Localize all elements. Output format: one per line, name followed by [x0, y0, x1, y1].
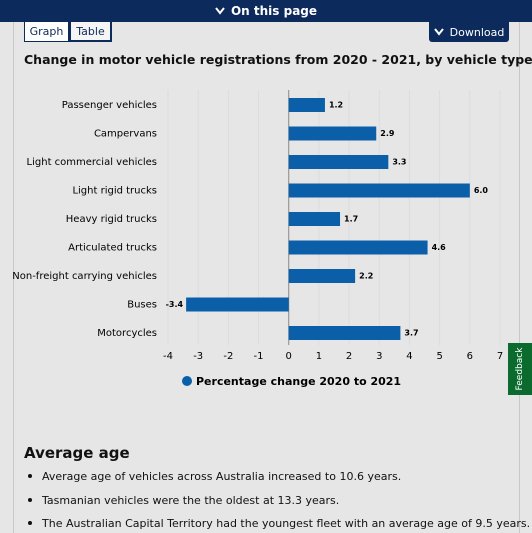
bar: [288, 326, 401, 340]
data-label: 1.2: [329, 101, 343, 110]
chevron-icon: [215, 7, 225, 15]
chart-title: Change in motor vehicle registrations fr…: [24, 52, 532, 67]
table-tab[interactable]: Table: [69, 22, 112, 42]
x-tick-label: 5: [436, 351, 442, 362]
x-tick-label: 4: [406, 351, 412, 362]
x-tick-label: 6: [467, 351, 473, 362]
bar: [288, 126, 377, 141]
y-tick-label: Light rigid trucks: [72, 186, 157, 197]
chart: -4 -3 -2 -1 0 1 2 3 4 5 6 7 Passenger vehicles 1.2 Cam…: [12, 90, 503, 388]
bar: [288, 269, 356, 283]
data-label: 2.2: [359, 272, 373, 281]
bar: [288, 183, 470, 198]
data-label: 4.6: [432, 243, 447, 252]
x-tick-label: 7: [497, 351, 503, 362]
section-heading: Average age: [24, 444, 130, 462]
chevron-icon: [433, 28, 444, 36]
page-edge: [13, 22, 14, 533]
bullet-item: The Australian Capital Territory had the…: [24, 517, 530, 530]
y-tick-label: Motorcycles: [97, 328, 157, 339]
data-label: 3.7: [404, 329, 418, 338]
bar: [186, 297, 289, 312]
bar: [288, 240, 428, 255]
data-label: 3.3: [392, 158, 406, 167]
data-label: -3.4: [166, 300, 184, 309]
on-this-page-label[interactable]: On this page: [230, 4, 318, 18]
graph-tab[interactable]: Graph: [24, 22, 69, 42]
feedback-label[interactable]: Feedback: [515, 347, 525, 391]
y-tick-label: Non-freight carrying vehicles: [12, 271, 157, 282]
bar: [288, 212, 341, 226]
x-tick-label: -2: [223, 351, 233, 362]
x-tick-label: 2: [346, 351, 352, 362]
download-button[interactable]: Download: [429, 22, 509, 42]
bullet-item: Tasmanian vehicles were the the oldest a…: [24, 494, 339, 507]
page-edge: [519, 22, 520, 533]
data-label: 6.0: [474, 186, 489, 195]
y-tick-label: Light commercial vehicles: [27, 157, 157, 168]
y-tick-label: Articulated trucks: [68, 243, 157, 254]
y-tick-label: Passenger vehicles: [62, 100, 157, 111]
x-tick-label: -4: [163, 351, 173, 362]
x-tick-label: -3: [193, 351, 203, 362]
x-tick-label: 3: [376, 351, 382, 362]
data-label: 1.7: [344, 215, 358, 224]
download-label[interactable]: Download: [449, 25, 505, 39]
bullet-item: Average age of vehicles across Australia…: [24, 470, 401, 483]
x-tick-label: -1: [254, 351, 264, 362]
on-this-page-bar[interactable]: On this page: [0, 0, 532, 22]
bar: [288, 155, 389, 169]
x-tick-label: 1: [316, 351, 322, 362]
bar: [288, 98, 325, 112]
feedback-tab[interactable]: Feedback: [508, 343, 532, 395]
y-tick-label: Heavy rigid trucks: [66, 214, 157, 225]
legend-label: Percentage change 2020 to 2021: [196, 375, 401, 388]
data-label: 2.9: [380, 129, 395, 138]
x-tick-label: 0: [286, 351, 292, 362]
y-tick-label: Campervans: [94, 129, 157, 140]
legend-swatch: [182, 376, 192, 386]
y-tick-label: Buses: [127, 300, 157, 311]
